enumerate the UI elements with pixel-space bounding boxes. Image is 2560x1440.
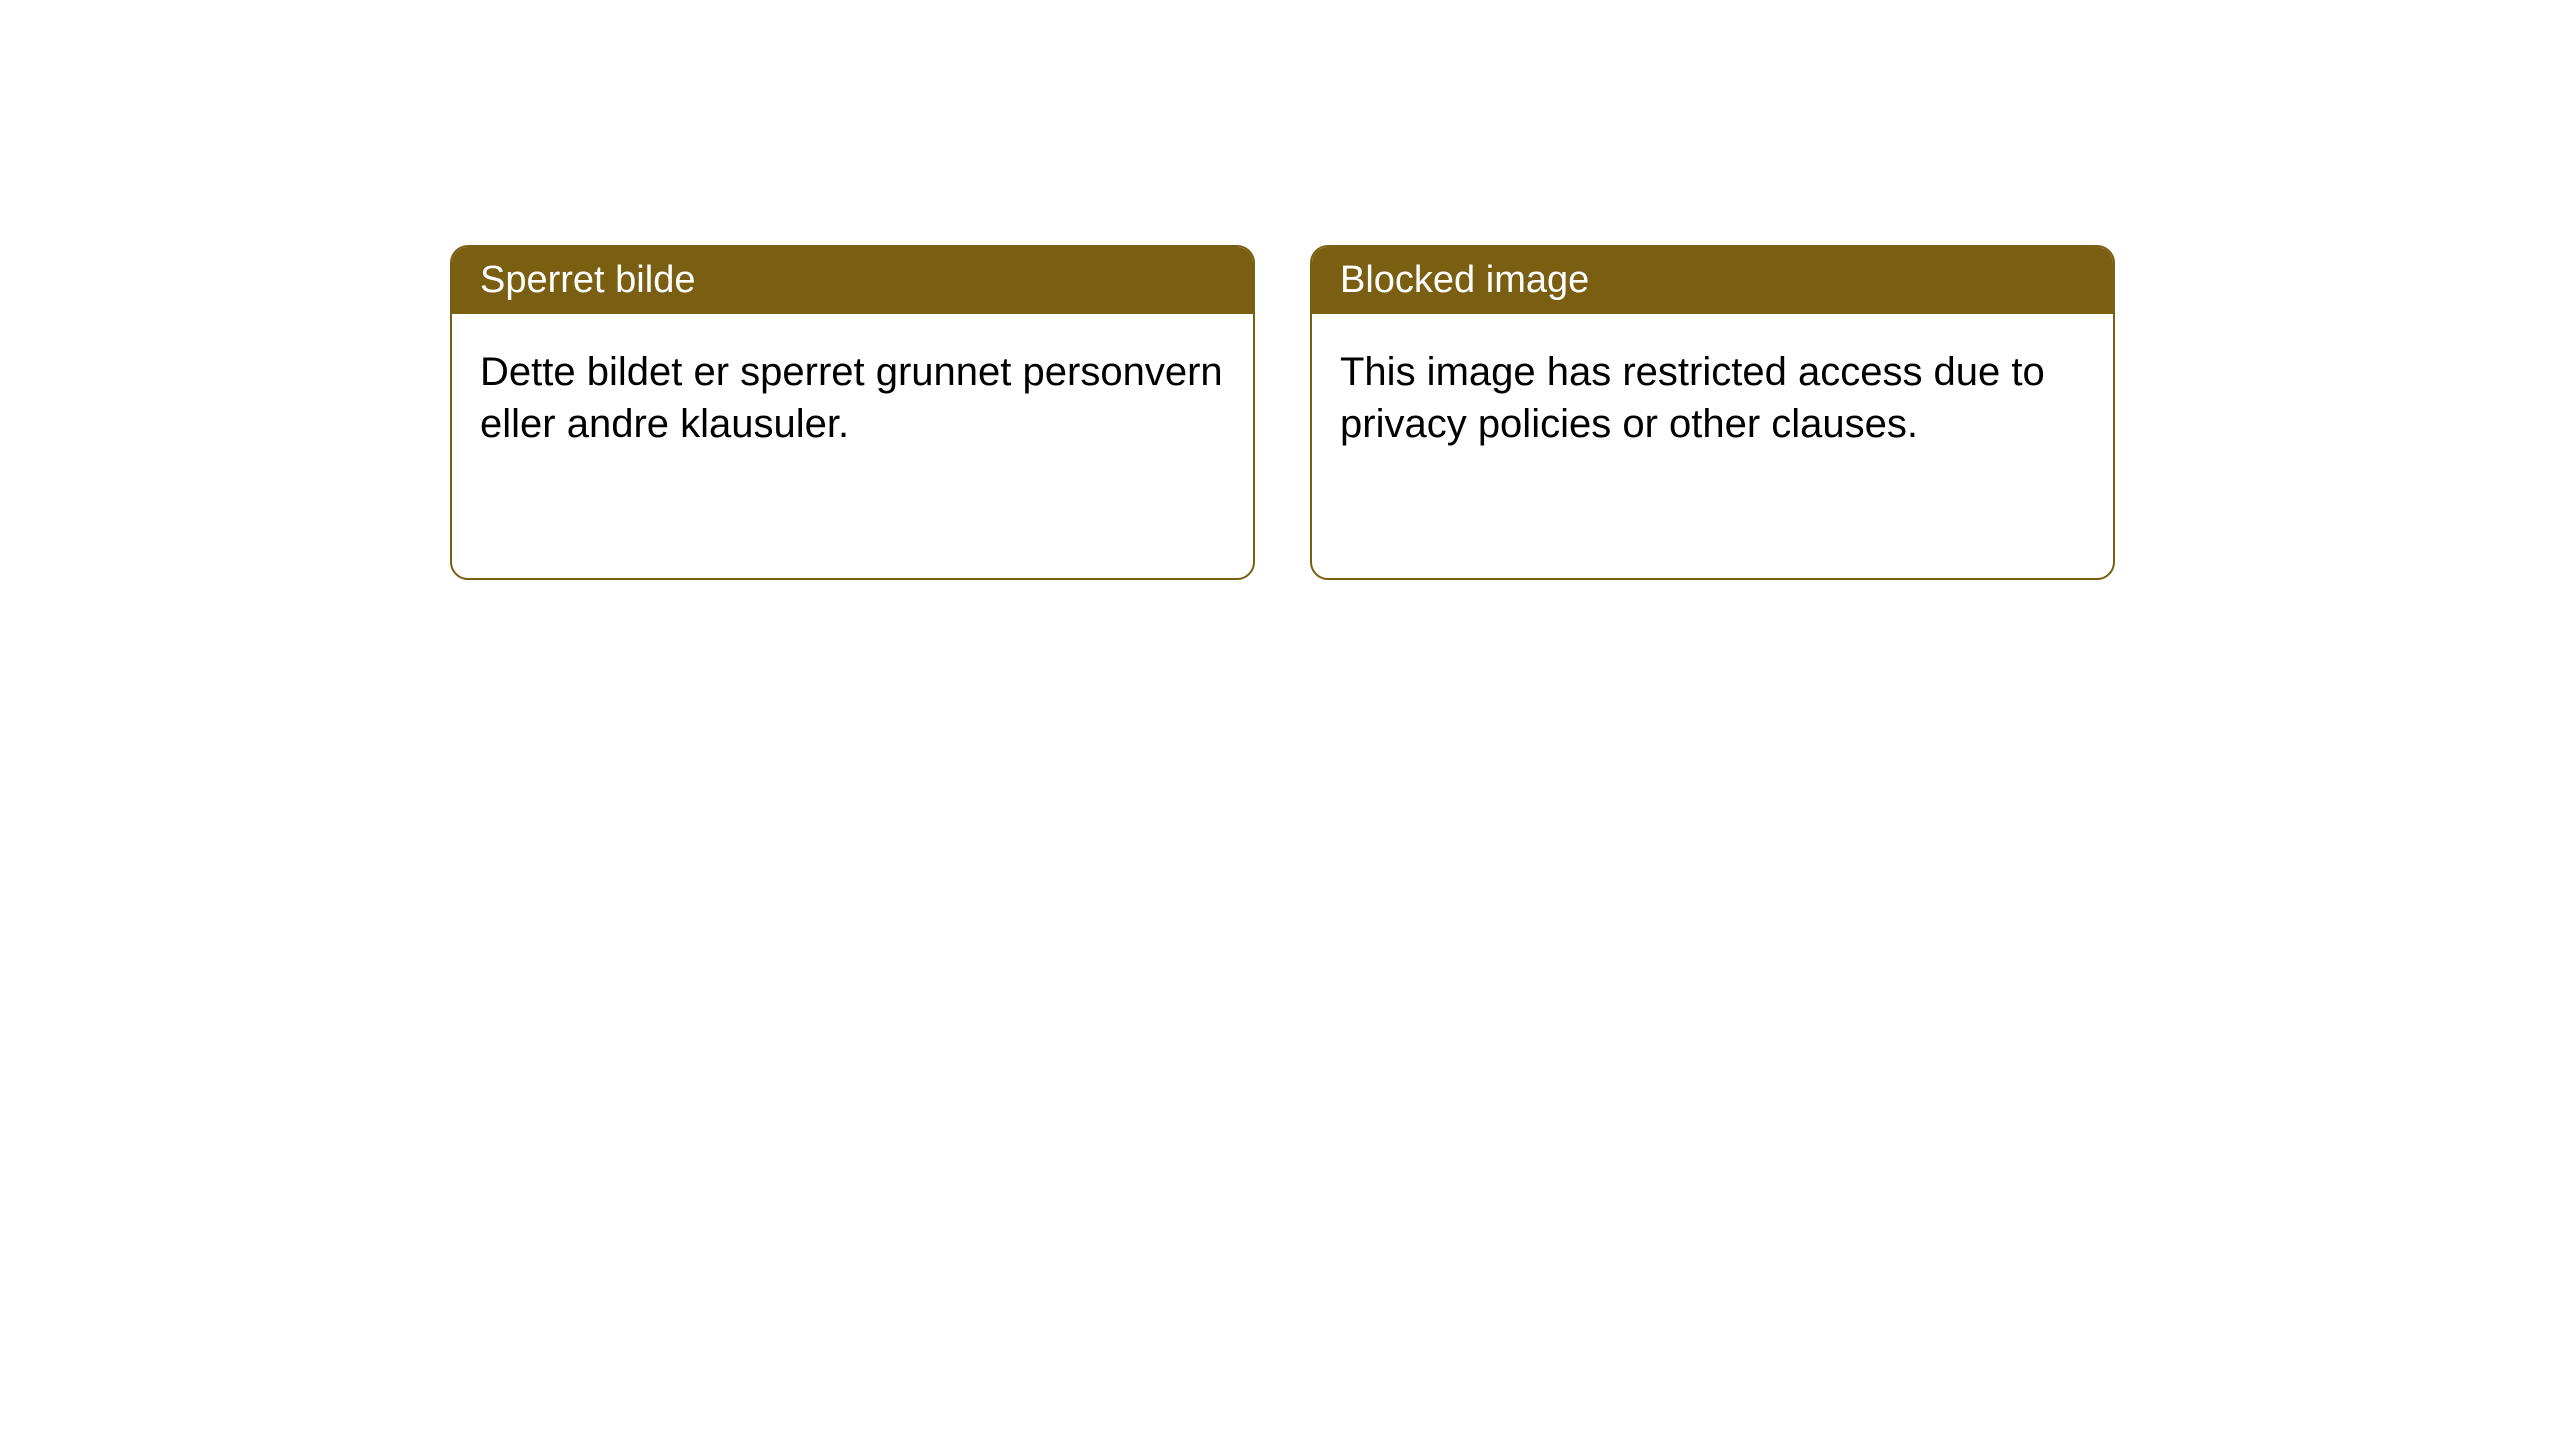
card-title: Sperret bilde xyxy=(480,259,695,301)
notice-card-english: Blocked image This image has restricted … xyxy=(1310,245,2115,580)
card-message: Dette bildet er sperret grunnet personve… xyxy=(480,350,1223,446)
notice-cards-container: Sperret bilde Dette bildet er sperret gr… xyxy=(450,245,2115,580)
card-header: Blocked image xyxy=(1312,247,2113,314)
notice-card-norwegian: Sperret bilde Dette bildet er sperret gr… xyxy=(450,245,1255,580)
card-body: This image has restricted access due to … xyxy=(1312,314,2113,482)
card-message: This image has restricted access due to … xyxy=(1340,350,2045,446)
card-title: Blocked image xyxy=(1340,259,1589,301)
card-body: Dette bildet er sperret grunnet personve… xyxy=(452,314,1253,482)
card-header: Sperret bilde xyxy=(452,247,1253,314)
